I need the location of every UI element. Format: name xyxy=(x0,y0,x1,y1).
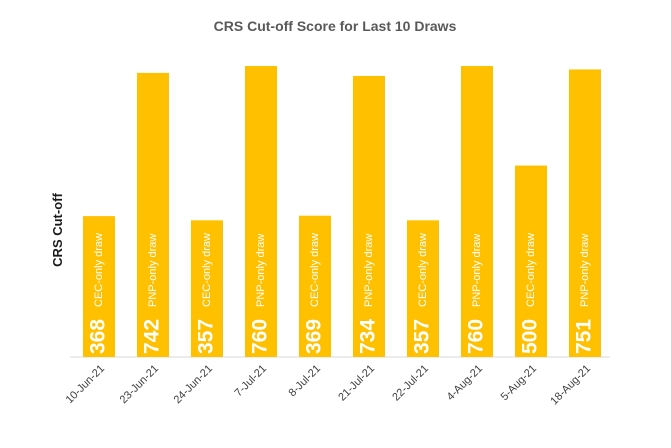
bar-note-label: PNP-only draw xyxy=(579,234,591,307)
x-tick-label: 4-Aug-21 xyxy=(445,363,485,403)
bar-value-label: 357 xyxy=(195,319,218,354)
bar-note-label: PNP-only draw xyxy=(147,234,159,307)
bar-5-Aug-21 xyxy=(515,165,547,357)
bar-value-label: 760 xyxy=(249,319,272,354)
bar-value-label: 357 xyxy=(411,319,434,354)
bar-value-label: 760 xyxy=(465,319,488,354)
y-axis-label: CRS Cut-off xyxy=(50,193,65,267)
bar-value-label: 369 xyxy=(303,319,326,354)
bar-7-Jul-21 xyxy=(245,66,277,357)
x-tick-label: 21-Jul-21 xyxy=(336,363,377,404)
x-tick-label: 5-Aug-21 xyxy=(499,363,539,403)
bar-note-label: CEC-only draw xyxy=(309,233,321,307)
bar-note-label: PNP-only draw xyxy=(255,234,267,307)
bar-18-Aug-21 xyxy=(569,69,601,358)
bar-note-label: CEC-only draw xyxy=(525,233,537,307)
x-tick-label: 18-Aug-21 xyxy=(548,363,593,408)
x-tick-label: 24-Jun-21 xyxy=(172,363,216,407)
bar-value-label: 751 xyxy=(573,319,596,354)
bar-value-label: 742 xyxy=(141,319,164,354)
x-tick-label: 8-Jul-21 xyxy=(287,363,324,400)
x-tick-label: 22-Jul-21 xyxy=(390,363,431,404)
bar-note-label: PNP-only draw xyxy=(363,234,375,307)
bar-23-Jun-21 xyxy=(137,72,169,358)
bar-value-label: 500 xyxy=(519,319,542,354)
bar-4-Aug-21 xyxy=(461,66,493,357)
bar-note-label: PNP-only draw xyxy=(471,234,483,307)
x-tick-label: 23-Jun-21 xyxy=(118,363,162,407)
x-tick-labels: 10-Jun-21 23-Jun-21 24-Jun-21 7-Jul-21 8-Jul… xyxy=(64,363,594,408)
bar-value-label: 368 xyxy=(87,319,110,354)
bar-note-label: CEC-only draw xyxy=(417,233,429,307)
bar-note-label: CEC-only draw xyxy=(93,233,105,307)
bar-22-Jul-21 xyxy=(407,220,439,357)
bar-value-label: 734 xyxy=(357,319,380,354)
bar-note-label: CEC-only draw xyxy=(201,233,213,307)
bar-21-Jul-21 xyxy=(353,75,385,357)
bar-24-Jun-21 xyxy=(191,220,223,357)
bar-8-Jul-21 xyxy=(299,215,331,357)
x-tick-label: 7-Jul-21 xyxy=(233,363,270,400)
x-tick-label: 10-Jun-21 xyxy=(64,363,108,407)
bar-10-Jun-21 xyxy=(83,216,115,357)
bars-group: 368 CEC-only draw 742 PNP-only draw 357 CEC-o… xyxy=(83,66,601,358)
chart-title: CRS Cut-off Score for Last 10 Draws xyxy=(214,18,457,34)
